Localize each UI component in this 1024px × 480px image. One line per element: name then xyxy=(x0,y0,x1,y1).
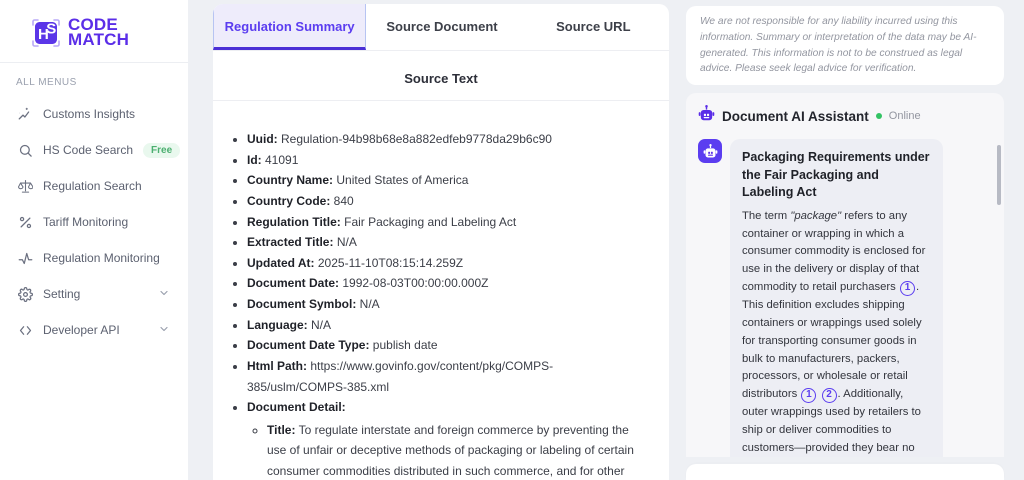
svg-text:S: S xyxy=(46,21,56,38)
